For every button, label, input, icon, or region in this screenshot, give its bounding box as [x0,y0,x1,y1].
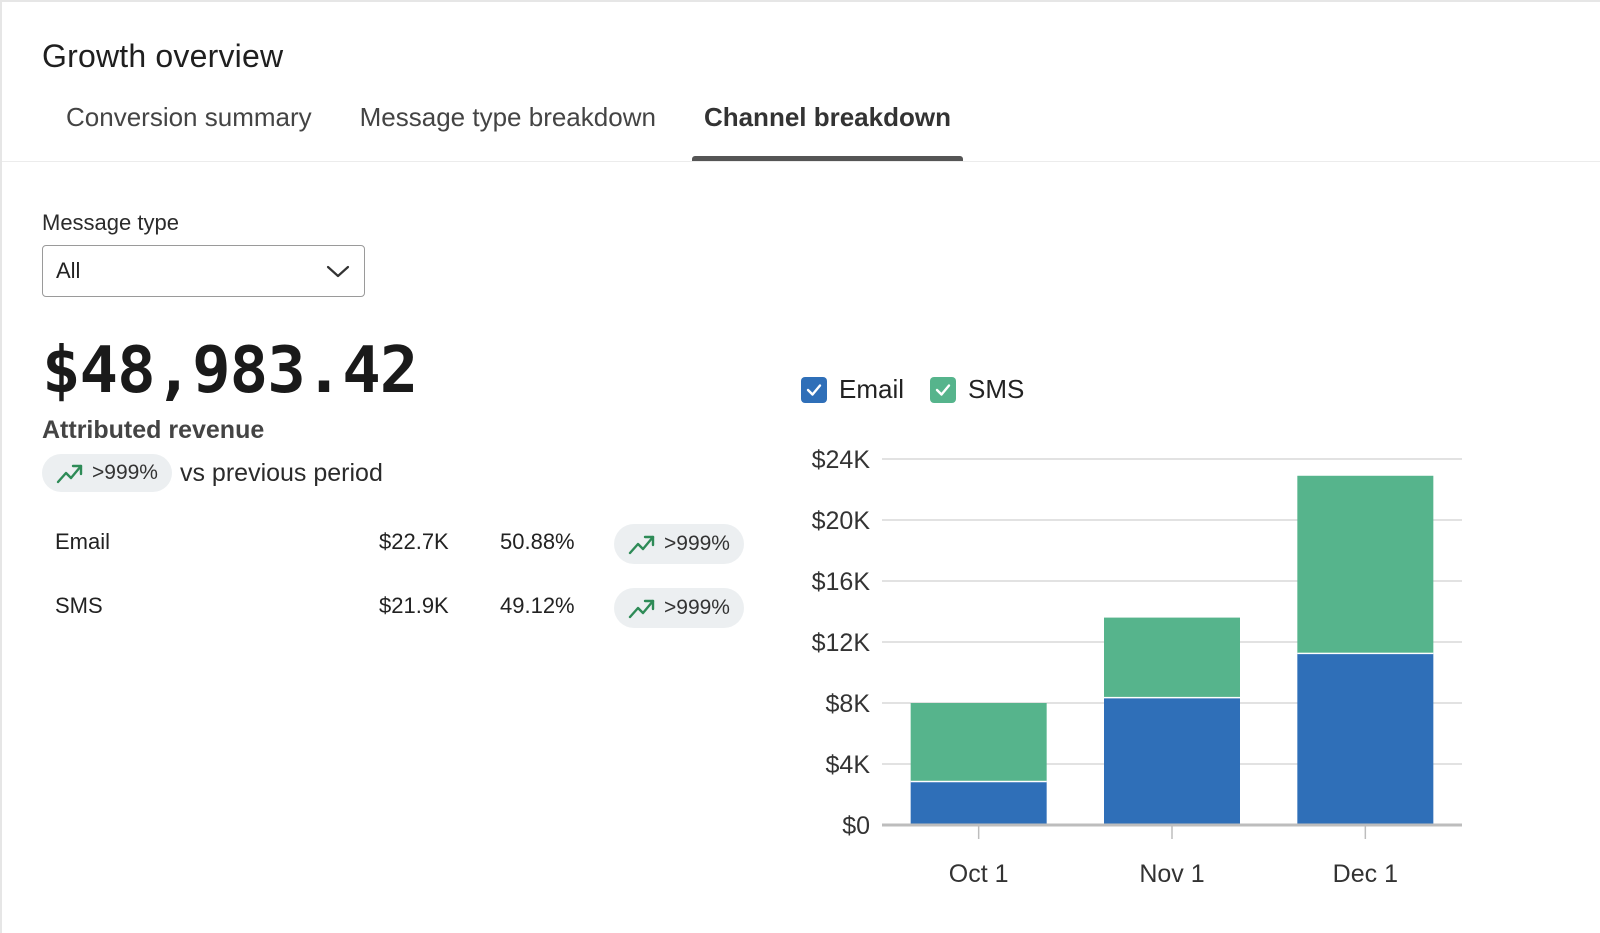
channel-amount: $22.7K [379,529,449,554]
channel-row-sms: SMS $21.9K 49.12% >999% [42,578,752,642]
channel-name: SMS [55,593,103,618]
y-tick-label: $0 [842,812,870,840]
tab-channel-breakdown[interactable]: Channel breakdown [680,96,975,162]
channel-amount: $21.9K [379,593,449,618]
y-tick-label: $16K [812,568,871,596]
revenue-bar-chart: $0 $4K $8K $12K $16K $20K $24K Oct 1 Nov 1 Dec 1 [812,446,1462,888]
y-tick-label: $4K [826,751,871,779]
message-type-select[interactable]: All [42,245,365,297]
bar-sms [1104,617,1240,697]
channel-table: Email $22.7K 50.88% >999% SMS $21.9K 49.… [42,514,752,642]
revenue-change-value: >999% [92,461,158,484]
bar-sms [910,703,1047,781]
check-icon [806,383,822,396]
channel-name: Email [55,529,111,554]
legend-item-email[interactable]: Email [801,374,904,405]
channel-change-badge: >999% [614,524,744,564]
channel-share: 50.88% [500,529,575,554]
tab-bar: Conversion summary Message type breakdow… [42,96,975,162]
y-tick-label: $8K [826,690,871,718]
chart-legend: Email SMS [801,374,1050,405]
channel-share: 49.12% [500,593,575,618]
legend-label: Email [839,374,905,404]
bar-email [1297,652,1434,825]
tab-message-type-breakdown[interactable]: Message type breakdown [359,102,656,132]
revenue-change-row: >999% vs previous period [42,454,383,492]
message-type-value: All [56,258,81,283]
bar-email [1104,696,1240,825]
y-tick-label: $12K [812,629,871,657]
tabs-divider [2,161,1600,162]
attributed-revenue-value: $48,983.42 [42,334,418,408]
bar-email [910,780,1047,825]
y-tick-label: $20K [812,507,871,535]
x-tick-label: Dec 1 [1333,860,1398,888]
attributed-revenue-label: Attributed revenue [42,416,265,444]
x-tick-label: Nov 1 [1139,860,1204,888]
email-checkbox[interactable] [801,376,827,403]
message-type-label: Message type [42,210,179,235]
tab-conversion-summary[interactable]: Conversion summary [66,102,312,132]
channel-change-badge: >999% [614,588,744,628]
chevron-down-icon [326,265,350,278]
trending-up-icon [628,535,655,555]
check-icon [935,383,951,396]
channel-change-value: >999% [664,596,730,619]
sms-checkbox[interactable] [930,376,957,403]
legend-item-sms[interactable]: SMS [930,374,1024,405]
revenue-change-badge: >999% [42,454,172,492]
revenue-change-suffix: vs previous period [179,458,383,487]
legend-label: SMS [968,374,1025,404]
trending-up-icon [56,464,83,484]
channel-row-email: Email $22.7K 50.88% >999% [42,514,752,578]
x-tick-label: Oct 1 [949,860,1009,888]
bar-sms [1297,475,1434,653]
trending-up-icon [628,599,655,619]
page-title: Growth overview [42,38,284,74]
channel-change-value: >999% [664,532,730,555]
y-tick-label: $24K [812,446,871,474]
